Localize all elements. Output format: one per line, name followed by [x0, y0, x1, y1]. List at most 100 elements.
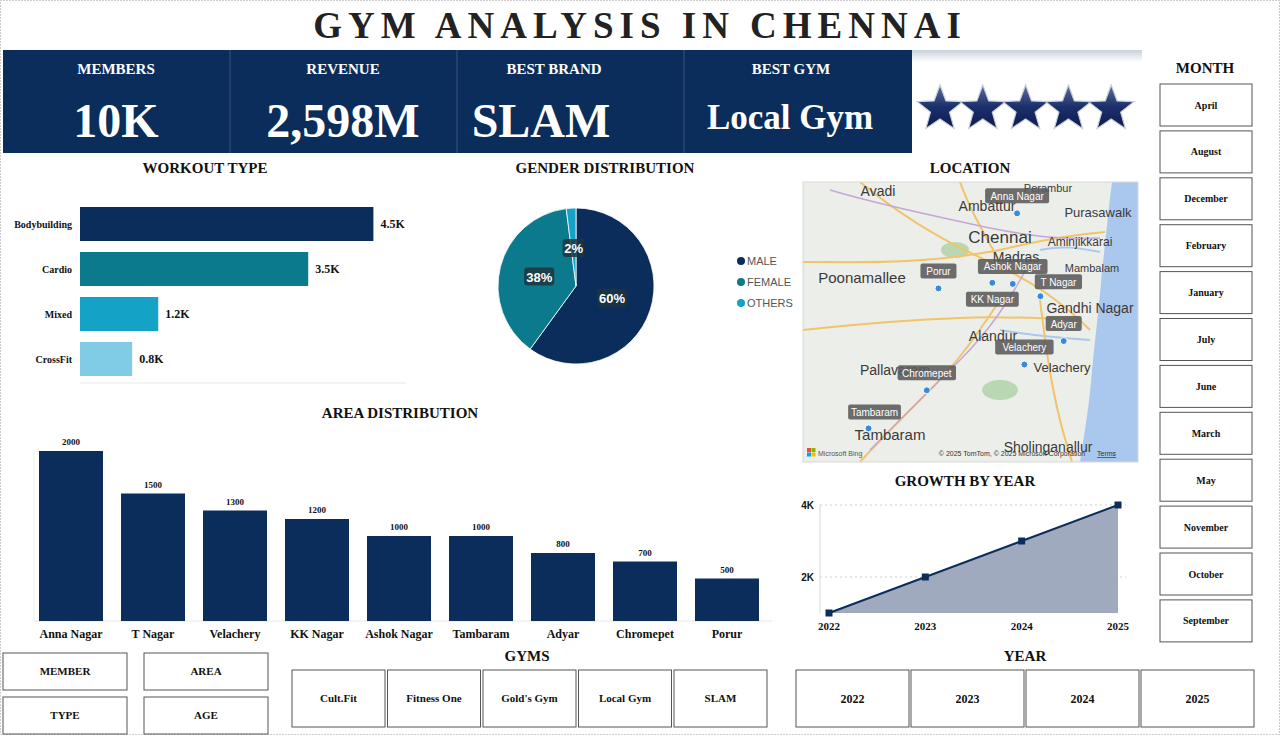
- map-point-label: T Nagar: [1040, 277, 1077, 288]
- kpi-shadow: [912, 50, 1142, 62]
- legend-swatch: [737, 278, 745, 286]
- category-label: Chromepet: [616, 627, 674, 641]
- field-button-label[interactable]: AGE: [194, 709, 218, 721]
- map-point-label: Porur: [926, 266, 951, 277]
- data-label: 700: [638, 548, 652, 558]
- map-place-label: Purasawalk: [1064, 205, 1132, 220]
- field-button[interactable]: [3, 697, 127, 734]
- month-button[interactable]: [1160, 178, 1252, 220]
- year-button[interactable]: [1026, 670, 1139, 727]
- year-button[interactable]: [1141, 670, 1254, 727]
- month-button[interactable]: [1160, 365, 1252, 407]
- month-button-label[interactable]: May: [1196, 475, 1215, 486]
- map-attribution: © 2025 TomTom, © 2025 Microsoft Corporat…: [939, 450, 1085, 458]
- year-button-label[interactable]: 2024: [1071, 692, 1095, 706]
- kpi-separator: [230, 50, 231, 153]
- field-button-label[interactable]: TYPE: [50, 709, 79, 721]
- month-button-label[interactable]: November: [1184, 522, 1229, 533]
- field-button-label[interactable]: AREA: [190, 665, 221, 677]
- month-button[interactable]: [1160, 506, 1252, 548]
- year-button-label[interactable]: 2025: [1186, 692, 1210, 706]
- month-button[interactable]: [1160, 272, 1252, 314]
- bar: [121, 494, 185, 622]
- map-land: [803, 182, 1138, 462]
- gym-button[interactable]: [483, 670, 576, 727]
- slicer-title: GYMS: [505, 648, 550, 664]
- month-button[interactable]: [1160, 459, 1252, 501]
- bar: [203, 511, 267, 622]
- kpi-value: 2,598M: [266, 94, 419, 147]
- map-point-label-box: [966, 292, 1019, 307]
- gym-button-label[interactable]: Cult.Fit: [320, 692, 357, 704]
- field-button[interactable]: [3, 653, 127, 690]
- kpi-label: REVENUE: [306, 61, 379, 77]
- axis-line: [820, 505, 821, 613]
- kpi-value: SLAM: [472, 94, 611, 147]
- field-button[interactable]: [144, 653, 268, 690]
- gym-button-label[interactable]: SLAM: [705, 692, 737, 704]
- month-button-label[interactable]: August: [1191, 146, 1222, 157]
- month-button[interactable]: [1160, 84, 1252, 126]
- gym-button-label[interactable]: Gold's Gym: [501, 692, 558, 704]
- legend-swatch: [737, 257, 745, 265]
- chart-title: GENDER DISTRIBUTION: [516, 160, 695, 176]
- field-button-label[interactable]: MEMBER: [40, 665, 92, 677]
- slicer-title: YEAR: [1004, 648, 1047, 664]
- gym-button[interactable]: [674, 670, 767, 727]
- data-label: 60%: [599, 291, 625, 306]
- tick-label: 4K: [801, 500, 815, 511]
- dashboard-title: GYM ANALYSIS IN CHENNAI: [313, 5, 967, 46]
- month-button-label[interactable]: April: [1195, 100, 1218, 111]
- provider-logo: [812, 453, 816, 457]
- year-button-label[interactable]: 2022: [841, 692, 865, 706]
- map-place-label: Tambaram: [855, 426, 926, 443]
- month-button-label[interactable]: December: [1184, 193, 1228, 204]
- category-label: Mixed: [45, 309, 73, 320]
- category-label: Adyar: [547, 627, 580, 641]
- month-button-label[interactable]: June: [1196, 381, 1217, 392]
- month-button[interactable]: [1160, 412, 1252, 454]
- map-point: [1037, 293, 1044, 300]
- axis-line: [34, 451, 35, 621]
- dashboard: GYM ANALYSIS IN CHENNAIMEMBERS10KREVENUE…: [0, 0, 1280, 735]
- month-button-label[interactable]: February: [1186, 240, 1227, 251]
- legend-label: MALE: [747, 255, 777, 267]
- chart-title: AREA DISTRIBUTION: [322, 405, 478, 421]
- line: [829, 505, 1118, 613]
- month-button-label[interactable]: July: [1197, 334, 1215, 345]
- gym-button-label[interactable]: Local Gym: [599, 692, 651, 704]
- map-point: [1060, 338, 1067, 345]
- month-button-label[interactable]: September: [1183, 615, 1230, 626]
- map-terms[interactable]: Terms: [1097, 450, 1117, 457]
- category-label: CrossFit: [36, 354, 73, 365]
- map-place-label: Mambalam: [1065, 262, 1119, 274]
- month-button-label[interactable]: January: [1188, 287, 1224, 298]
- kpi-separator: [684, 50, 685, 153]
- year-button[interactable]: [796, 670, 909, 727]
- year-button-label[interactable]: 2023: [956, 692, 980, 706]
- data-label: 3.5K: [315, 262, 340, 276]
- kpi-value: Local Gym: [707, 98, 873, 137]
- category-label: T Nagar: [132, 627, 175, 641]
- month-button-label[interactable]: March: [1192, 428, 1221, 439]
- month-button[interactable]: [1160, 600, 1252, 642]
- gym-button[interactable]: [388, 670, 481, 727]
- area-fill: [829, 505, 1118, 613]
- category-label: Porur: [712, 627, 743, 641]
- map-park: [982, 380, 1018, 400]
- gym-button[interactable]: [292, 670, 385, 727]
- marker: [922, 574, 929, 581]
- year-button[interactable]: [911, 670, 1024, 727]
- map-point-label: KK Nagar: [971, 294, 1015, 305]
- gym-button-label[interactable]: Fitness One: [406, 692, 461, 704]
- category-label: Ashok Nagar: [365, 627, 433, 641]
- gym-button[interactable]: [579, 670, 672, 727]
- month-button[interactable]: [1160, 131, 1252, 173]
- category-label: KK Nagar: [290, 627, 344, 641]
- month-button[interactable]: [1160, 319, 1252, 361]
- month-button[interactable]: [1160, 553, 1252, 595]
- month-button[interactable]: [1160, 225, 1252, 267]
- kpi-band: [3, 50, 912, 153]
- month-button-label[interactable]: October: [1189, 569, 1225, 580]
- field-button[interactable]: [144, 697, 268, 734]
